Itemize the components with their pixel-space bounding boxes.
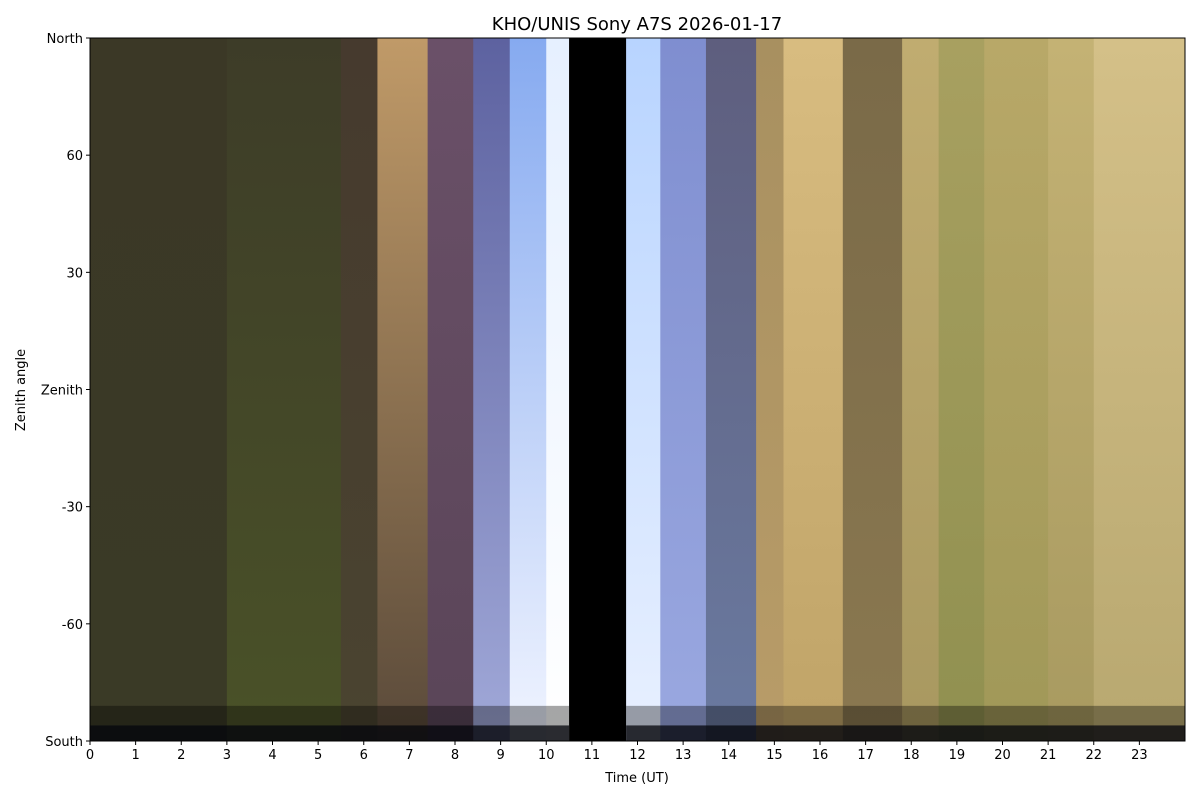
x-axis-label: Time (UT) <box>604 771 669 786</box>
x-tick-label: 10 <box>538 748 555 763</box>
x-tick-label: 3 <box>223 748 231 763</box>
x-tick-label: 12 <box>629 748 646 763</box>
x-tick-label: 8 <box>451 748 459 763</box>
keogram-band <box>756 38 784 741</box>
x-tick-label: 11 <box>584 748 601 763</box>
keogram-band <box>427 38 474 741</box>
x-tick-label: 7 <box>405 748 413 763</box>
y-axis-label: Zenith angle <box>14 349 29 431</box>
x-tick-label: 4 <box>268 748 276 763</box>
y-tick-label: North <box>47 32 83 47</box>
keogram-band <box>938 38 985 741</box>
keogram-band <box>473 38 511 741</box>
x-tick-label: 17 <box>857 748 874 763</box>
keogram-band <box>1048 38 1095 741</box>
x-tick-label: 19 <box>949 748 966 763</box>
keogram-band <box>340 38 378 741</box>
x-tick-label: 15 <box>766 748 783 763</box>
keogram-band <box>626 38 661 741</box>
y-tick-label: 30 <box>66 266 83 281</box>
keogram-band <box>509 38 547 741</box>
x-tick-label: 21 <box>1040 748 1057 763</box>
x-tick-label: 23 <box>1131 748 1148 763</box>
x-tick-label: 5 <box>314 748 322 763</box>
horizon-strip <box>626 705 1185 726</box>
keogram-band <box>842 38 903 741</box>
y-axis: North 60 30 Zenith -30 -60 South <box>41 32 90 750</box>
x-tick-label: 9 <box>496 748 504 763</box>
keogram-band <box>90 38 228 741</box>
keogram-band <box>546 38 570 741</box>
chart-title: KHO/UNIS Sony A7S 2026-01-17 <box>492 14 782 35</box>
keogram-band <box>705 38 757 741</box>
x-tick-label: 16 <box>812 748 829 763</box>
x-tick-label: 2 <box>177 748 185 763</box>
x-tick-label: 18 <box>903 748 920 763</box>
x-axis: 0 1 2 3 4 5 6 7 8 9 10 11 12 13 14 15 16 17 18 19 20 21 22 23 <box>86 741 1148 763</box>
x-tick-label: 6 <box>360 748 368 763</box>
y-tick-label: South <box>45 735 83 750</box>
horizon-strip <box>90 705 570 726</box>
keogram-band <box>1093 38 1186 741</box>
x-tick-label: 1 <box>131 748 139 763</box>
y-tick-label: Zenith <box>41 384 83 399</box>
x-tick-label: 20 <box>994 748 1011 763</box>
keogram-band <box>783 38 844 741</box>
keogram-band <box>226 38 342 741</box>
x-tick-label: 0 <box>86 748 94 763</box>
keogram-band <box>377 38 429 741</box>
keogram-band <box>660 38 707 741</box>
no-data-gap <box>569 38 627 741</box>
x-tick-label: 22 <box>1085 748 1102 763</box>
keogram-band <box>984 38 1049 741</box>
y-tick-label: -60 <box>62 618 83 633</box>
x-tick-label: 14 <box>720 748 737 763</box>
x-tick-label: 13 <box>675 748 692 763</box>
y-tick-label: -30 <box>62 501 83 516</box>
keogram-image <box>90 38 1186 741</box>
horizon-strip <box>90 725 570 741</box>
y-tick-label: 60 <box>66 149 83 164</box>
keogram-band <box>902 38 940 741</box>
horizon-strip <box>626 725 1185 741</box>
